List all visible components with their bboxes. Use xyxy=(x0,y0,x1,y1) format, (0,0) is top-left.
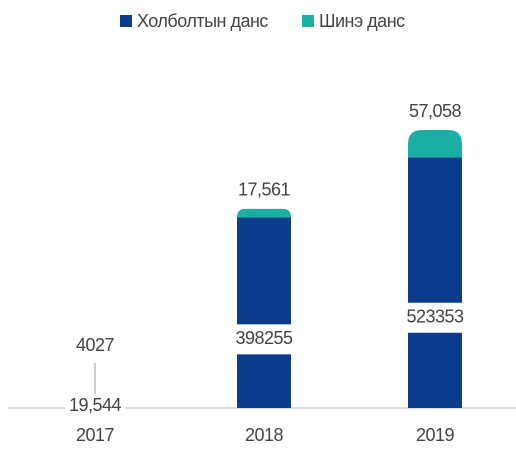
legend-label: Холболтын данс xyxy=(137,11,268,31)
legend-swatch xyxy=(302,15,314,27)
value-label: 19,544 xyxy=(69,395,122,415)
bar xyxy=(237,217,291,408)
value-label: 523353 xyxy=(406,307,464,327)
bar xyxy=(237,208,291,218)
legend-label: Шинэ данс xyxy=(319,11,405,31)
label-gap xyxy=(236,324,292,355)
value-label: 57,058 xyxy=(409,101,462,121)
value-label: 398255 xyxy=(235,328,293,348)
bar xyxy=(408,157,462,408)
label-gap xyxy=(65,396,125,420)
bar xyxy=(408,130,462,158)
x-tick-label: 2019 xyxy=(416,425,455,445)
value-label: 4027 xyxy=(76,335,115,355)
x-tick-label: 2018 xyxy=(245,425,284,445)
value-label: 17,561 xyxy=(238,180,291,200)
x-tick-label: 2017 xyxy=(76,425,115,445)
label-gap xyxy=(407,302,463,333)
legend-swatch xyxy=(120,15,132,27)
